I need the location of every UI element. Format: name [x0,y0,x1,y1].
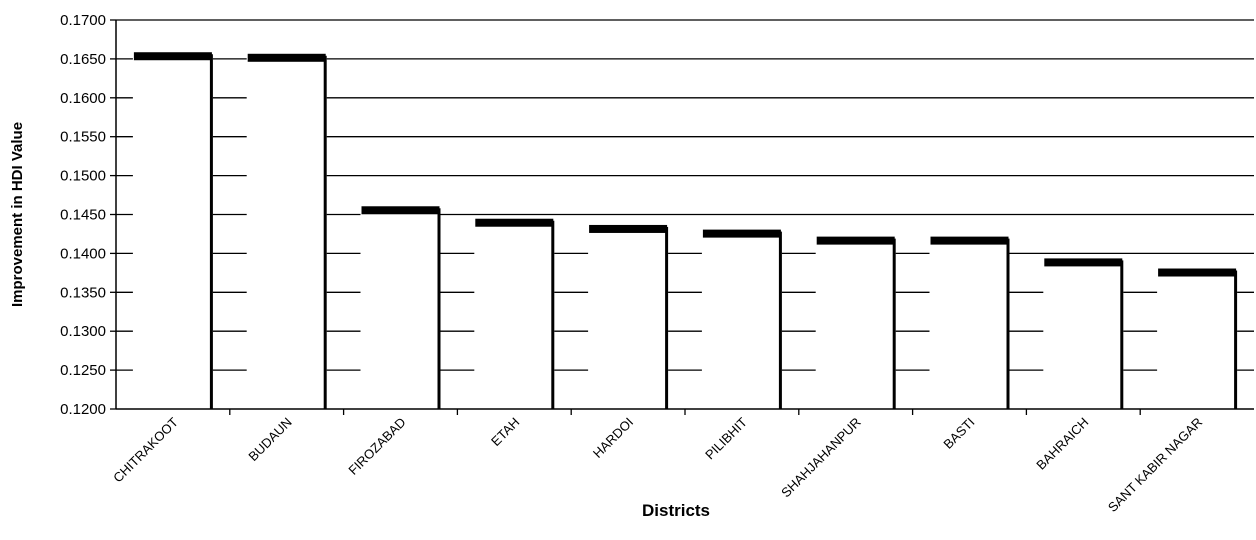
y-tick-label: 0.1700 [60,12,106,29]
bar-right-edge [778,231,782,409]
bar-right-edge [323,55,327,410]
bar-top-edge [702,229,781,238]
bar-right-edge [437,208,441,409]
bar-right-edge [1234,270,1238,409]
bar-top-edge [589,224,668,233]
bar [815,238,896,409]
bar-right-edge [665,226,669,409]
bar-top-edge [247,53,326,62]
bar-top-edge [930,236,1009,245]
x-tick-label: ETAH [488,415,522,449]
bar-top-edge [1044,258,1123,267]
bar-right-edge [551,220,555,409]
bar [1043,260,1124,409]
bar [1157,270,1238,409]
bar [929,238,1010,409]
x-axis-title: Districts [642,501,710,520]
y-tick-label: 0.1200 [60,401,106,418]
bar [132,54,213,410]
y-tick-label: 0.1400 [60,245,106,262]
bar [246,55,327,410]
bar-right-edge [209,54,213,410]
bar-top-edge [475,218,554,227]
y-axis-title: Improvement in HDI Value [9,122,26,307]
x-tick-label: FIROZABAD [345,415,408,478]
bar [588,226,669,409]
bar-top-edge [133,52,212,61]
y-tick-label: 0.1650 [60,51,106,68]
y-tick-label: 0.1250 [60,362,106,379]
x-tick-label: SANT KABIR NAGAR [1105,415,1205,515]
x-tick-label: SHAHJAHANPUR [778,415,864,501]
bar-right-edge [1120,260,1124,409]
x-tick-label: PILIBHIT [702,414,750,462]
bar-right-edge [1006,238,1010,409]
bar [701,231,782,409]
y-tick-label: 0.1300 [60,323,106,340]
x-tick-label: HARDOI [590,415,636,461]
y-tick-label: 0.1550 [60,129,106,146]
y-tick-label: 0.1350 [60,284,106,301]
bar [474,220,555,409]
bar-top-edge [1158,268,1237,277]
y-tick-label: 0.1450 [60,207,106,224]
x-tick-labels: CHITRAKOOT BUDAUN FIROZABAD ETAH HARDOI PILIB… [110,409,1205,515]
bar [360,208,441,409]
x-tick-label: CHITRAKOOT [110,414,181,485]
bar-right-edge [892,238,896,409]
bars [132,52,1238,410]
y-tick-labels: 0.1200 0.1250 0.1300 0.1350 0.1400 0.1450 0.15… [60,12,116,418]
y-tick-label: 0.1600 [60,90,106,107]
x-tick-label: BASTI [940,415,977,452]
bar-top-edge [816,236,895,245]
x-tick-label: BAHRAICH [1033,415,1091,473]
bar-top-edge [361,206,440,215]
y-tick-label: 0.1500 [60,168,106,185]
x-tick-label: BUDAUN [245,415,294,464]
